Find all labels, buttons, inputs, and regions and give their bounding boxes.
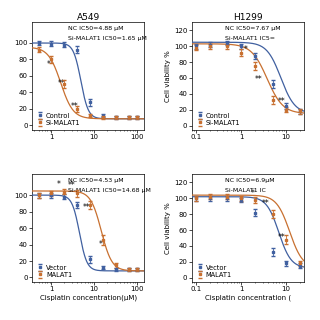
Text: Si-MALAT1 IC: Si-MALAT1 IC bbox=[225, 188, 266, 193]
Text: *: * bbox=[99, 240, 102, 249]
Legend: Control, Si-MALAT1: Control, Si-MALAT1 bbox=[195, 112, 241, 126]
Y-axis label: Cell viability %: Cell viability % bbox=[165, 50, 171, 102]
Text: **: ** bbox=[278, 97, 285, 106]
Text: *: * bbox=[57, 180, 61, 189]
Text: **: ** bbox=[82, 203, 90, 212]
Text: Si-MALAT1 IC5=: Si-MALAT1 IC5= bbox=[225, 36, 275, 41]
Text: *: * bbox=[46, 60, 50, 69]
Text: **: ** bbox=[57, 79, 65, 88]
Text: **: ** bbox=[278, 233, 285, 242]
Legend: Vector, MALAT1: Vector, MALAT1 bbox=[35, 264, 73, 278]
Text: **: ** bbox=[68, 181, 76, 190]
Legend: Vector, MALAT1: Vector, MALAT1 bbox=[195, 264, 232, 278]
Text: **: ** bbox=[71, 101, 79, 110]
Text: NC IC50=4.88 μM: NC IC50=4.88 μM bbox=[68, 26, 124, 31]
Text: NC IC50=6.9μM: NC IC50=6.9μM bbox=[225, 178, 275, 183]
Title: A549: A549 bbox=[76, 12, 100, 22]
Text: NC IC50=7.67 μM: NC IC50=7.67 μM bbox=[225, 26, 281, 31]
Legend: Control, Si-MALAT1: Control, Si-MALAT1 bbox=[35, 112, 81, 126]
Text: **: ** bbox=[262, 199, 269, 208]
Text: NC IC50=4.53 μM: NC IC50=4.53 μM bbox=[68, 178, 124, 183]
Text: Si-MALAT1 IC50=14.68 μM: Si-MALAT1 IC50=14.68 μM bbox=[68, 188, 151, 193]
X-axis label: Cisplatin concentration(μM): Cisplatin concentration(μM) bbox=[40, 294, 137, 301]
Text: **: ** bbox=[255, 75, 263, 84]
Y-axis label: Cell viability %: Cell viability % bbox=[165, 202, 171, 254]
Title: H1299: H1299 bbox=[233, 12, 263, 22]
Text: *: * bbox=[251, 189, 254, 198]
Text: Si-MALAT1 IC50=1.65 μM: Si-MALAT1 IC50=1.65 μM bbox=[68, 36, 147, 41]
X-axis label: Cisplatin concentration (: Cisplatin concentration ( bbox=[205, 294, 291, 301]
Text: *: * bbox=[244, 45, 248, 54]
